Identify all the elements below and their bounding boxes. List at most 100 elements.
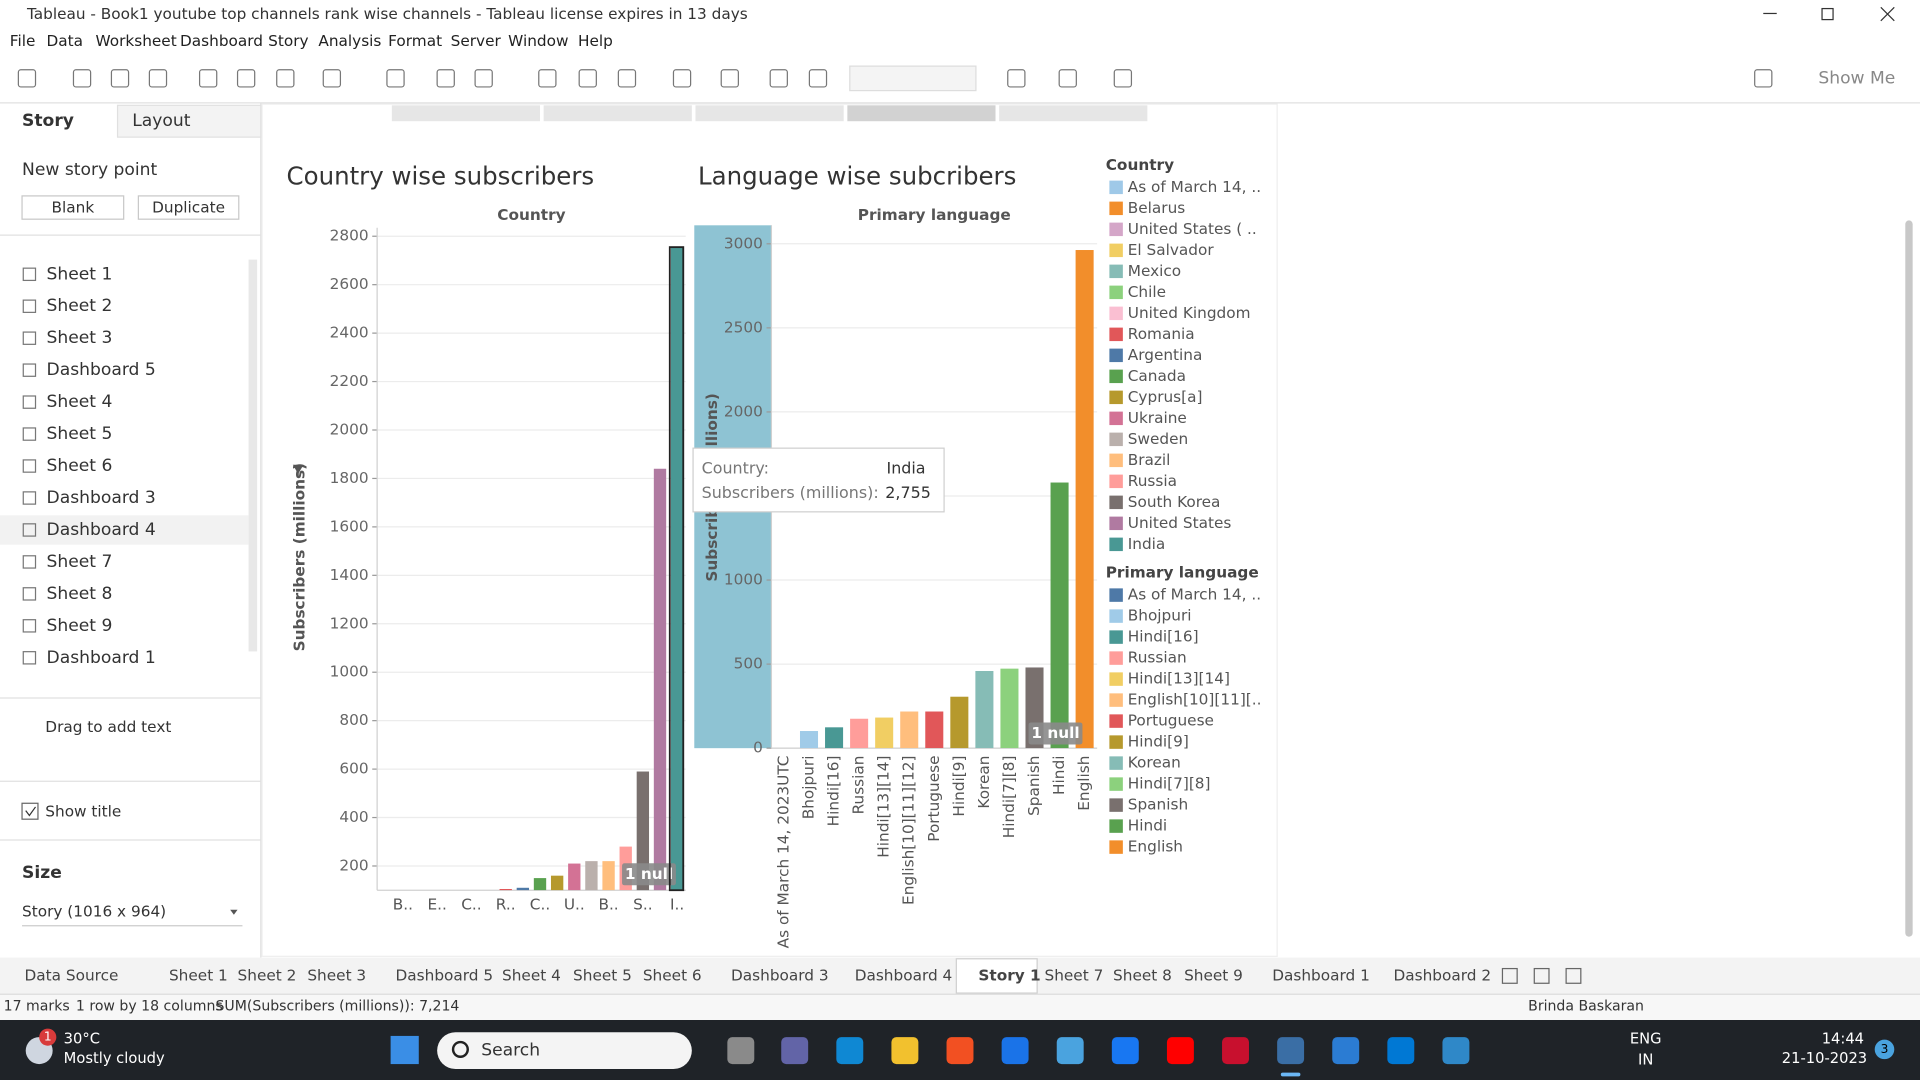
dropdown-arrow[interactable] — [230, 909, 238, 915]
legend-label[interactable]: Hindi[13][14] — [1128, 670, 1230, 688]
story-point[interactable] — [391, 105, 540, 122]
bar[interactable] — [975, 670, 994, 749]
toolbar-icon[interactable] — [386, 69, 405, 88]
legend-swatch[interactable] — [1109, 777, 1123, 791]
sheet-tab[interactable]: Sheet 4 — [502, 966, 561, 984]
new-tab-icon[interactable] — [1565, 967, 1582, 984]
sheet-item[interactable]: Sheet 7 — [47, 552, 113, 572]
story-point-active[interactable] — [847, 105, 996, 122]
legend-label[interactable]: El Salvador — [1128, 241, 1215, 259]
toolbar-icon[interactable] — [322, 69, 342, 88]
legend-swatch[interactable] — [1109, 819, 1123, 833]
legend-swatch[interactable] — [1109, 369, 1123, 384]
sheet-tab[interactable]: Dashboard 2 — [1393, 966, 1491, 984]
sheet-tab[interactable]: Sheet 2 — [238, 966, 297, 984]
taskbar-app[interactable] — [836, 1037, 864, 1065]
bar[interactable] — [550, 875, 564, 891]
legend-label[interactable]: Russia — [1128, 472, 1177, 490]
legend-label[interactable]: Cyprus[a] — [1128, 388, 1203, 406]
legend-label[interactable]: Canada — [1128, 367, 1186, 385]
toolbar-icon[interactable] — [1113, 69, 1133, 88]
legend-swatch[interactable] — [1109, 411, 1123, 426]
new-tab-icon[interactable] — [1533, 967, 1550, 984]
legend-swatch[interactable] — [1109, 630, 1123, 644]
legend-swatch[interactable] — [1109, 651, 1123, 665]
toolbar-icon[interactable] — [236, 69, 256, 88]
sheet-item[interactable]: Sheet 1 — [47, 264, 113, 284]
null-indicator-bg[interactable] — [622, 863, 676, 886]
toolbar-icon[interactable] — [808, 69, 828, 88]
sheet-item[interactable]: Sheet 8 — [47, 584, 113, 604]
legend-label[interactable]: English — [1128, 838, 1183, 856]
legend-swatch[interactable] — [1109, 840, 1123, 854]
null-indicator[interactable]: 1 null — [625, 865, 673, 883]
legend-swatch[interactable] — [1109, 735, 1123, 749]
sheet-tab[interactable]: Sheet 1 — [169, 966, 228, 984]
sheet-tab[interactable]: Sheet 8 — [1113, 966, 1172, 984]
legend-swatch[interactable] — [1109, 588, 1123, 602]
legend-swatch[interactable] — [1109, 693, 1123, 707]
legend-swatch[interactable] — [1109, 264, 1123, 279]
legend-label[interactable]: Brazil — [1128, 451, 1171, 469]
menu-item[interactable]: Window — [508, 32, 568, 50]
sheet-tab[interactable]: Dashboard 1 — [1272, 966, 1370, 984]
bar[interactable] — [1050, 482, 1069, 749]
legend-label[interactable]: Belarus — [1128, 199, 1186, 217]
legend-label[interactable]: Ukraine — [1128, 409, 1187, 427]
sheet-item[interactable]: Sheet 5 — [47, 424, 113, 444]
legend-label[interactable]: Hindi[16] — [1128, 628, 1199, 646]
toolbar-icon[interactable] — [436, 69, 455, 88]
menu-item[interactable]: File — [10, 32, 36, 50]
clock-date[interactable]: 21-10-2023 — [1782, 1050, 1867, 1067]
bar[interactable] — [950, 696, 969, 749]
notification-count[interactable]: 3 — [1881, 1042, 1889, 1056]
legend-swatch[interactable] — [1109, 672, 1123, 686]
sheet-tab[interactable]: Dashboard 3 — [731, 966, 829, 984]
button-label[interactable]: Blank — [52, 199, 95, 217]
legend-swatch[interactable] — [1109, 609, 1123, 623]
menu-item[interactable]: Data — [47, 32, 84, 50]
taskbar-app[interactable] — [1001, 1037, 1029, 1065]
taskbar-app[interactable] — [727, 1037, 755, 1065]
bar[interactable] — [875, 717, 894, 749]
bar[interactable] — [799, 731, 819, 749]
legend-label[interactable]: United States — [1128, 514, 1232, 532]
status-user[interactable]: Brinda Baskaran — [1528, 999, 1644, 1015]
menu-item[interactable]: Worksheet — [96, 32, 177, 50]
button-label[interactable]: Duplicate — [152, 199, 225, 217]
legend-swatch[interactable] — [1109, 495, 1123, 510]
drag-text[interactable]: Drag to add text — [45, 718, 171, 736]
toolbar-icon[interactable] — [148, 69, 168, 88]
legend-label[interactable]: As of March 14, .. — [1128, 178, 1261, 196]
null-indicator-bg[interactable] — [1028, 722, 1083, 745]
taskbar-app[interactable] — [781, 1037, 809, 1065]
menu-item[interactable]: Help — [578, 32, 613, 50]
menu-item[interactable]: Format — [388, 32, 442, 50]
toolbar-icon[interactable] — [1058, 69, 1077, 88]
story-point[interactable] — [695, 105, 844, 122]
toolbar-icon[interactable] — [110, 69, 130, 88]
toolbar-icon[interactable] — [617, 69, 637, 88]
sheet-tab[interactable]: Dashboard 4 — [855, 966, 953, 984]
taskbar-app[interactable] — [946, 1037, 974, 1065]
bar[interactable] — [1075, 250, 1094, 749]
sheet-tab[interactable]: Sheet 9 — [1184, 966, 1243, 984]
legend-swatch[interactable] — [1109, 756, 1123, 770]
toolbar-icon[interactable] — [769, 69, 788, 88]
legend-swatch[interactable] — [1109, 798, 1123, 812]
legend-label[interactable]: South Korea — [1128, 493, 1221, 511]
sheet-tab[interactable]: Story 1 — [978, 966, 1040, 984]
toolbar-dropdown[interactable] — [849, 65, 977, 92]
bar[interactable] — [499, 888, 512, 891]
toolbar-icon[interactable] — [720, 69, 739, 88]
legend-swatch[interactable] — [1109, 516, 1123, 531]
legend-swatch[interactable] — [1109, 222, 1123, 237]
legend-swatch[interactable] — [1109, 390, 1123, 405]
side-tab[interactable] — [116, 104, 262, 138]
legend-swatch[interactable] — [1109, 474, 1123, 489]
legend-swatch[interactable] — [1109, 306, 1123, 321]
null-indicator[interactable]: 1 null — [1031, 724, 1079, 742]
bar[interactable] — [533, 878, 547, 891]
bar[interactable] — [670, 247, 684, 891]
legend-label[interactable]: Chile — [1128, 283, 1166, 301]
